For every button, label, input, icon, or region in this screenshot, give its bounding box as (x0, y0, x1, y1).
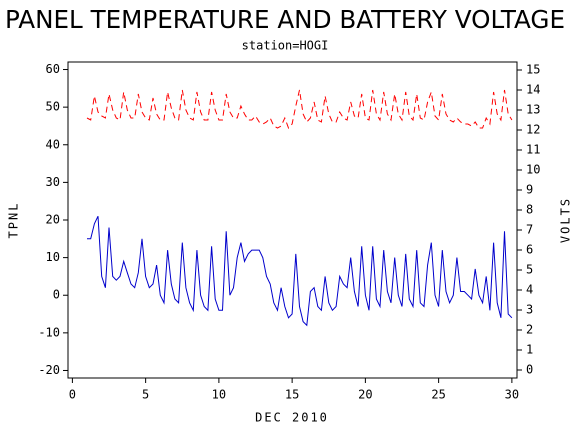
y2-tick-label: 11 (526, 143, 540, 157)
y-tick-label: 10 (46, 250, 60, 264)
y-tick-label: 40 (46, 137, 60, 151)
y-tick-label: -20 (38, 363, 60, 377)
y-tick-label: -10 (38, 325, 60, 339)
y-tick-label: 50 (46, 100, 60, 114)
y2-tick-label: 2 (526, 323, 533, 337)
x-tick-label: 5 (142, 388, 149, 402)
y2-tick-label: 6 (526, 243, 533, 257)
y2-tick-label: 7 (526, 223, 533, 237)
y2-tick-label: 14 (526, 83, 540, 97)
y2-tick-label: 13 (526, 103, 540, 117)
chart-title: PANEL TEMPERATURE AND BATTERY VOLTAGE (5, 5, 565, 34)
y2-tick-label: 5 (526, 263, 533, 277)
y-tick-label: 20 (46, 213, 60, 227)
y2-tick-label: 8 (526, 203, 533, 217)
y2-tick-label: 15 (526, 63, 540, 77)
x-axis-label: DEC 2010 (255, 411, 329, 425)
chart-subtitle: station=HOGI (242, 39, 329, 53)
y2-tick-label: 4 (526, 283, 533, 297)
x-tick-label: 30 (505, 388, 519, 402)
y2-tick-label: 0 (526, 363, 533, 377)
x-tick-label: 0 (69, 388, 76, 402)
x-tick-label: 25 (431, 388, 445, 402)
x-tick-label: 20 (358, 388, 372, 402)
y2-axis-label: VOLTS (559, 197, 570, 243)
y-axis-label: TPNL (7, 202, 21, 239)
plot-frame (67, 61, 518, 379)
y2-tick-label: 12 (526, 123, 540, 137)
data-line (87, 215, 513, 327)
x-tick-label: 15 (285, 388, 299, 402)
y2-tick-label: 1 (526, 343, 533, 357)
y-tick-label: 30 (46, 175, 60, 189)
y2-tick-label: 3 (526, 303, 533, 317)
y-tick-label: 0 (53, 288, 60, 302)
data-line (86, 89, 513, 129)
y-tick-label: 60 (46, 62, 60, 76)
y2-tick-label: 9 (526, 183, 533, 197)
x-tick-label: 10 (212, 388, 226, 402)
y2-tick-label: 10 (526, 163, 540, 177)
